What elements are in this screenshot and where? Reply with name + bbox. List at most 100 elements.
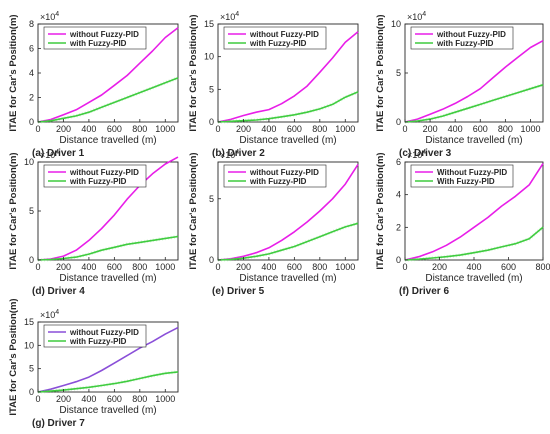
x-tick-label: 200	[236, 262, 251, 272]
x-tick-label: 1000	[155, 394, 175, 404]
y-axis-label: ITAE for Car's Position(m)	[188, 152, 199, 269]
x-tick-label: 1000	[155, 262, 175, 272]
x-tick-label: 800	[132, 262, 147, 272]
legend-box	[223, 26, 327, 50]
legend-label: without Fuzzy-PID	[69, 168, 139, 177]
x-tick-label: 1000	[335, 262, 355, 272]
multiplier-base: ×10	[40, 150, 55, 160]
x-tick-label: 0	[215, 124, 220, 134]
multiplier-exponent: 4	[422, 11, 426, 18]
y-tick-label: 4	[396, 190, 401, 200]
chart-caption: (b) Driver 2	[212, 148, 265, 159]
x-tick-label: 600	[287, 262, 302, 272]
x-axis-label: Distance travelled (m)	[59, 135, 156, 146]
y-tick-label: 0	[396, 117, 401, 127]
y-multiplier: ×104	[220, 149, 239, 160]
legend-label: without Fuzzy-PID	[69, 328, 139, 337]
legend-label: with Fuzzy-PID	[436, 39, 494, 48]
x-tick-label: 200	[432, 262, 447, 272]
x-tick-label: 0	[35, 394, 40, 404]
x-tick-label: 200	[56, 394, 71, 404]
y-multiplier: ×104	[220, 11, 239, 22]
legend-box	[410, 26, 514, 50]
y-tick-label: 0	[29, 255, 34, 265]
y-multiplier: ×104	[407, 11, 426, 22]
legend-label: Without Fuzzy-PID	[437, 168, 507, 177]
y-tick-label: 0	[209, 117, 214, 127]
series-line-with	[37, 235, 179, 261]
y-multiplier: ×104	[40, 309, 59, 320]
x-tick-label: 800	[498, 124, 513, 134]
x-tick-label: 200	[56, 262, 71, 272]
y-axis-label: ITAE for Car's Position(m)	[188, 14, 199, 131]
y-tick-label: 10	[391, 19, 401, 29]
y-tick-label: 10	[204, 52, 214, 62]
series-line-without	[404, 39, 544, 123]
y-tick-label: 0	[209, 255, 214, 265]
series-line-without	[37, 156, 179, 261]
multiplier-exponent: 4	[55, 11, 59, 18]
x-tick-label: 800	[132, 394, 147, 404]
y-tick-label: 8	[29, 19, 34, 29]
x-tick-label: 800	[312, 262, 327, 272]
x-tick-label: 400	[448, 124, 463, 134]
chart-caption: (d) Driver 4	[32, 286, 85, 297]
x-axis-label: Distance travelled (m)	[425, 273, 522, 284]
x-tick-label: 0	[402, 262, 407, 272]
x-tick-label: 600	[473, 124, 488, 134]
multiplier-exponent: 4	[55, 149, 59, 156]
y-tick-label: 5	[29, 364, 34, 374]
y-tick-label: 15	[24, 317, 34, 327]
x-axis-label: Distance travelled (m)	[239, 135, 336, 146]
legend-box	[223, 164, 327, 188]
chart-panel-7: 0 200 400 600 800 1000 0 5 10 15 ×104 Distance trav…	[8, 298, 179, 429]
x-tick-label: 0	[35, 262, 40, 272]
multiplier-exponent: 4	[235, 11, 239, 18]
chart-caption: (e) Driver 5	[212, 286, 265, 297]
x-tick-label: 400	[81, 262, 96, 272]
y-tick-label: 5	[209, 84, 214, 94]
legend-label: with Fuzzy-PID	[69, 39, 127, 48]
multiplier-exponent: 4	[235, 149, 239, 156]
series-line-with	[37, 77, 179, 123]
y-tick-label: 6	[29, 44, 34, 54]
legend-box	[43, 164, 147, 188]
series-line-with	[217, 91, 359, 123]
y-tick-label: 6	[396, 157, 401, 167]
x-tick-label: 200	[56, 124, 71, 134]
y-tick-label: 5	[29, 206, 34, 216]
legend-label: With Fuzzy-PID	[437, 177, 495, 186]
x-axis-label: Distance travelled (m)	[425, 135, 522, 146]
x-tick-label: 400	[466, 262, 481, 272]
series-line-without	[37, 27, 179, 123]
multiplier-exponent: 4	[55, 309, 59, 316]
x-axis-label: Distance travelled (m)	[59, 405, 156, 416]
y-tick-label: 5	[209, 194, 214, 204]
x-tick-label: 400	[81, 394, 96, 404]
x-tick-label: 1000	[155, 124, 175, 134]
x-tick-label: 1000	[335, 124, 355, 134]
legend-label: with Fuzzy-PID	[249, 39, 307, 48]
x-tick-label: 400	[81, 124, 96, 134]
series-line-without	[217, 163, 359, 261]
multiplier-base: ×10	[40, 310, 55, 320]
y-tick-label: 15	[204, 19, 214, 29]
x-tick-label: 1000	[520, 124, 540, 134]
x-tick-label: 400	[261, 124, 276, 134]
legend-box	[410, 164, 514, 188]
y-axis-label: ITAE for Car's Position(m)	[375, 14, 386, 131]
chart-caption: (c) Driver 3	[399, 148, 452, 159]
legend-label: without Fuzzy-PID	[436, 30, 506, 39]
chart-caption: (a) Driver 1	[32, 148, 85, 159]
chart-caption: (f) Driver 6	[399, 286, 449, 297]
series-line-with	[217, 222, 359, 261]
legend-label: with Fuzzy-PID	[69, 337, 127, 346]
series-line-with	[404, 84, 544, 123]
y-tick-label: 4	[29, 68, 34, 78]
multiplier-base: ×10	[40, 12, 55, 22]
y-tick-label: 0	[29, 117, 34, 127]
x-tick-label: 0	[402, 124, 407, 134]
